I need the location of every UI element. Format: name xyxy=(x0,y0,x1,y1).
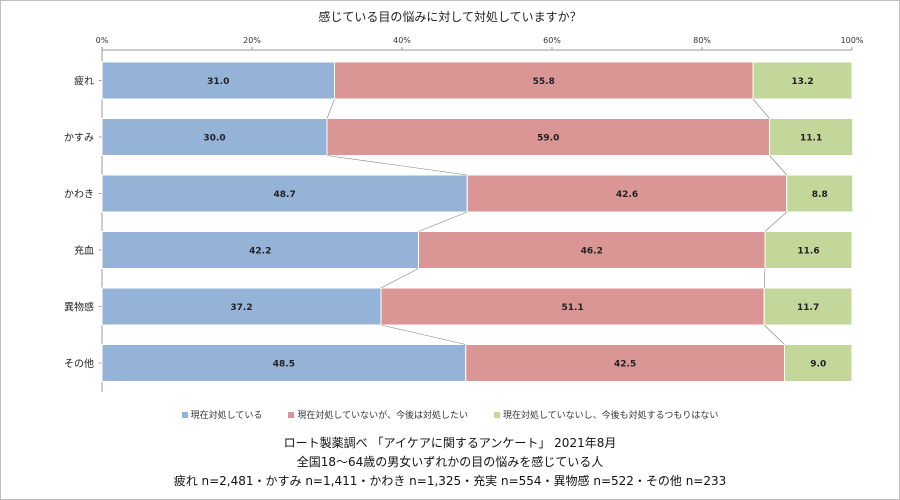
data-label: 59.0 xyxy=(537,134,559,144)
series-connector-line xyxy=(763,268,766,289)
bar-segment xyxy=(101,231,419,269)
data-label: 11.7 xyxy=(797,303,819,313)
bar-segment xyxy=(101,61,335,100)
data-label: 37.2 xyxy=(230,303,252,313)
series-connector-line xyxy=(752,98,770,119)
series-connector-line xyxy=(326,98,335,119)
bar-segment xyxy=(769,118,854,156)
legend-swatch xyxy=(288,411,295,418)
sample-size-note: 疲れ n=2,481・かすみ n=1,411・かわき n=1,325・充実 n=… xyxy=(173,474,727,488)
data-label: 55.8 xyxy=(533,77,555,87)
category-label: かすみ xyxy=(64,132,94,144)
series-connector-line xyxy=(380,324,466,345)
data-label: 46.2 xyxy=(581,247,603,257)
bar-segment xyxy=(101,344,467,382)
data-label: 8.8 xyxy=(812,190,828,200)
series-connector-line xyxy=(764,211,787,232)
series-connector-line xyxy=(380,268,419,289)
series-connector-line xyxy=(769,155,787,176)
x-tick-label: 60% xyxy=(543,36,561,45)
bar-segment xyxy=(764,231,853,269)
category-label: 異物感 xyxy=(64,301,94,314)
data-label: 11.1 xyxy=(800,134,822,144)
data-label: 42.5 xyxy=(614,360,636,370)
legend-label: 現在対処していないし、今後も対処するつもりはない xyxy=(502,411,719,421)
legend-swatch xyxy=(493,411,500,418)
data-label: 9.0 xyxy=(810,360,826,370)
data-label: 48.5 xyxy=(273,360,295,370)
category-label: かわき xyxy=(64,189,94,201)
bar-segment xyxy=(466,174,788,213)
legend-label: 現在対処している xyxy=(190,411,263,421)
legend-swatch xyxy=(181,411,188,418)
bar-segment xyxy=(465,344,785,382)
chart-title: 感じている目の悩みに対して対処していますか？ xyxy=(318,10,582,24)
data-label: 42.2 xyxy=(249,247,271,257)
bar-segment xyxy=(784,344,853,382)
x-tick-label: 20% xyxy=(243,36,261,45)
series-connector-line xyxy=(764,324,785,345)
data-label: 30.0 xyxy=(203,134,225,144)
data-label: 51.1 xyxy=(562,303,584,313)
bar-segment xyxy=(763,287,853,326)
bar-segment xyxy=(380,287,765,326)
chart-legend: 現在対処している 現在対処していないが、今後は対処したい 現在対処していないし、今後… xyxy=(0,408,900,421)
x-tick-label: 40% xyxy=(393,36,411,45)
bar-segment xyxy=(101,118,328,156)
x-tick-label: 0% xyxy=(96,36,109,45)
data-label: 31.0 xyxy=(207,77,229,87)
bar-segment xyxy=(326,118,770,156)
x-tick-label: 100% xyxy=(841,36,864,45)
source-note: ロート製薬調べ 「アイケアに関するアンケート」 2021年8月 xyxy=(283,436,617,450)
series-connector-line xyxy=(326,155,468,176)
respondent-note: 全国18～64歳の男女いずれかの目の悩みを感じている人 xyxy=(296,455,604,469)
legend-item: 現在対処していないが、今後は対処したい xyxy=(288,408,468,421)
category-label: その他 xyxy=(64,357,94,370)
legend-item: 現在対処していないし、今後も対処するつもりはない xyxy=(493,408,719,421)
series-connector-line xyxy=(418,211,468,232)
category-label: 充血 xyxy=(74,244,94,257)
data-label: 42.6 xyxy=(616,190,638,200)
bar-segment xyxy=(786,174,854,213)
data-label: 13.2 xyxy=(791,77,813,87)
category-label: 疲れ xyxy=(74,75,94,88)
bar-segment xyxy=(752,61,853,100)
x-tick-label: 80% xyxy=(693,36,711,45)
data-label: 48.7 xyxy=(274,190,296,200)
legend-item: 現在対処している xyxy=(181,408,263,421)
bar-segment xyxy=(101,174,468,213)
data-label: 11.6 xyxy=(797,247,819,257)
legend-label: 現在対処していないが、今後は対処したい xyxy=(297,411,468,421)
